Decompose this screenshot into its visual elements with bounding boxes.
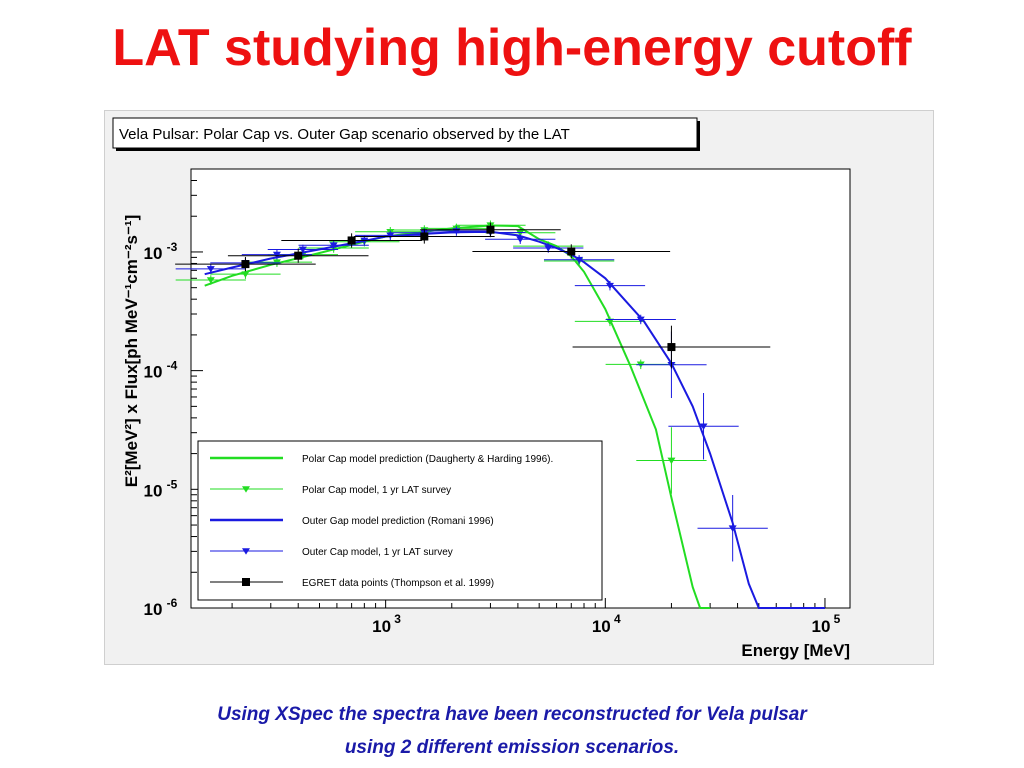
legend-item-label: Outer Gap model prediction (Romani 1996)	[302, 516, 494, 527]
data-point	[294, 251, 303, 260]
y-tick-label-exponent: -4	[167, 359, 178, 373]
data-point	[241, 260, 250, 269]
legend-item-label: EGRET data points (Thompson et al. 1999)	[302, 578, 494, 589]
data-point	[206, 277, 215, 284]
chart-title-box	[112, 117, 698, 149]
data-point	[272, 251, 281, 259]
series-layer	[175, 220, 825, 609]
caption-line-2: using 2 different emission scenarios.	[344, 737, 680, 758]
chart-panel: Vela Pulsar: Polar Cap vs. Outer Gap sce…	[104, 110, 934, 665]
data-point	[699, 423, 708, 430]
y-tick-label-exponent: -6	[167, 596, 178, 610]
data-point	[486, 225, 495, 234]
data-point	[386, 232, 395, 239]
y-tick-label-exponent: -3	[167, 240, 178, 254]
x-tick-label-exponent: 4	[614, 612, 621, 626]
data-point	[347, 236, 356, 245]
slide-title: LAT studying high-energy cutoff	[112, 19, 912, 77]
chart-title-box-shadow-bottom	[116, 148, 700, 151]
data-point	[298, 246, 307, 254]
data-point	[605, 282, 614, 290]
data-point	[241, 271, 250, 278]
caption-line-1: Using XSpec the spectra have been recons…	[217, 704, 807, 725]
y-tick-label: 10	[144, 363, 163, 382]
data-point	[728, 525, 737, 532]
y-tick-label-exponent: -5	[167, 477, 178, 491]
x-tick-label: 10	[372, 617, 391, 636]
y-axis-label: E²[MeV²] x Flux[ph MeV⁻¹cm⁻²s⁻¹]	[122, 215, 141, 487]
series-4	[175, 222, 771, 369]
legend-swatch-marker	[242, 578, 250, 586]
slide-caption: Using XSpec the spectra have been recons…	[0, 698, 1024, 764]
legend: Polar Cap model prediction (Daugherty & …	[197, 440, 603, 601]
data-point	[575, 256, 584, 264]
data-point	[667, 457, 676, 465]
data-point	[329, 242, 338, 249]
y-tick-label: 10	[144, 481, 163, 500]
data-point	[516, 236, 525, 243]
data-point	[420, 232, 429, 241]
data-point	[667, 343, 676, 352]
data-point	[605, 318, 614, 325]
legend-item-label: Polar Cap model, 1 yr LAT survey	[302, 485, 451, 496]
x-tick-label-exponent: 3	[394, 612, 401, 626]
data-point	[636, 316, 645, 324]
legend-swatch-marker	[242, 486, 250, 493]
axes: 10 3 10 4 10 510 -310 -410 -510 -6	[144, 168, 851, 636]
spectrum-chart: Vela Pulsar: Polar Cap vs. Outer Gap sce…	[112, 117, 851, 660]
legend-item-label: Polar Cap model prediction (Daugherty & …	[302, 454, 553, 465]
x-axis-label: Energy [MeV]	[741, 641, 850, 660]
data-point	[544, 245, 553, 252]
data-point	[516, 230, 525, 237]
x-tick-label: 10	[812, 617, 831, 636]
x-tick-label-exponent: 5	[834, 612, 841, 626]
chart-title-box-shadow	[697, 121, 700, 151]
data-point	[567, 247, 576, 256]
plot-frame	[190, 168, 851, 609]
legend-swatch-marker	[242, 548, 250, 555]
legend-item-label: Outer Cap model, 1 yr LAT survey	[302, 547, 453, 558]
x-tick-label: 10	[592, 617, 611, 636]
data-point	[206, 266, 215, 273]
y-tick-label: 10	[144, 600, 163, 619]
chart-title: Vela Pulsar: Polar Cap vs. Outer Gap sce…	[119, 126, 570, 143]
y-tick-label: 10	[144, 244, 163, 263]
